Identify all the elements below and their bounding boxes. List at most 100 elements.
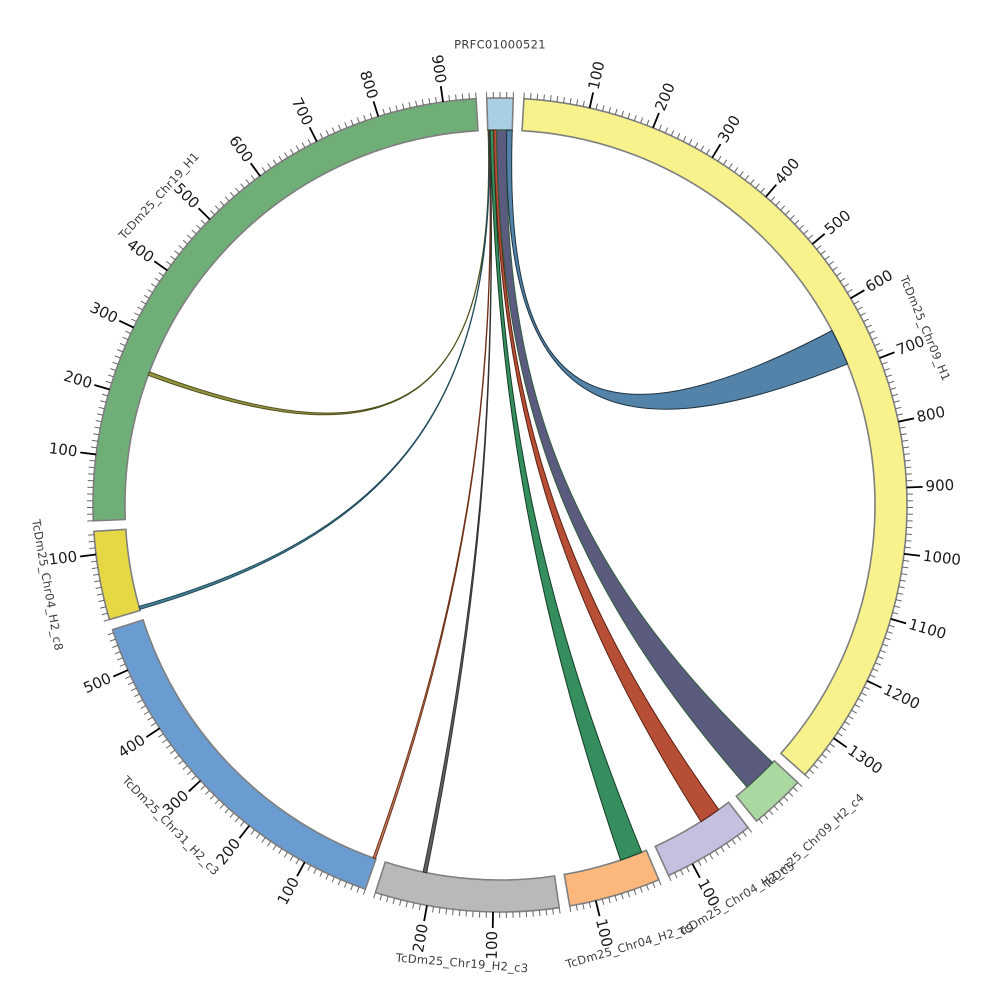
tick-label-TcDm25_Chr19_H1-100: 100 [48, 439, 79, 460]
minor-tick-TcDm25_Chr09_H1-30 [543, 94, 545, 101]
chord-PRFC01000521-to-TcDm25_Chr09_H1 [506, 129, 849, 410]
minor-tick-TcDm25_Chr31_H2_c3-470 [130, 687, 137, 692]
minor-tick-TcDm25_Chr19_H2_c3-270 [379, 894, 383, 901]
minor-tick-TcDm25_Chr04_H2_c5-120 [680, 869, 684, 876]
minor-tick-TcDm25_Chr19_H1-190 [101, 393, 109, 397]
minor-tick-TcDm25_Chr09_H1-770 [893, 400, 900, 403]
tick-label-TcDm25_Chr09_H1-600: 600 [862, 266, 896, 296]
minor-tick-TcDm25_Chr31_H2_c3-140 [278, 848, 283, 854]
minor-tick-TcDm25_Chr04_H2_c5-30 [731, 839, 736, 845]
minor-tick-TcDm25_Chr31_H2_c3-190 [250, 829, 255, 835]
minor-tick-TcDm25_Chr09_H1-70 [569, 98, 572, 105]
minor-tick-TcDm25_Chr19_H1-690 [307, 139, 312, 145]
minor-tick-TcDm25_Chr04_H2_c8-70 [92, 573, 100, 576]
minor-tick-TcDm25_Chr04_H2_c8-90 [90, 560, 97, 563]
minor-tick-TcDm25_Chr09_H1-50 [556, 95, 559, 103]
minor-tick-TcDm25_Chr19_H1-790 [369, 112, 373, 119]
minor-tick-TcDm25_Chr04_H2_c9-70 [614, 895, 618, 902]
minor-tick-TcDm25_Chr19_H1-930 [461, 93, 464, 100]
minor-tick-TcDm25_Chr09_H1-390 [760, 187, 765, 193]
minor-tick-TcDm25_Chr31_H2_c3-510 [119, 663, 126, 667]
minor-tick-TcDm25_Chr19_H2_c3-30 [538, 910, 541, 917]
minor-tick-TcDm25_Chr19_H2_c3-0 [558, 907, 561, 914]
minor-tick-TcDm25_Chr19_H2_c3-230 [405, 901, 408, 908]
major-tick-TcDm25_Chr19_H1-400 [153, 260, 168, 272]
minor-tick-TcDm25_Chr19_H2_c3-150 [458, 909, 461, 917]
minor-tick-TcDm25_Chr09_H1-440 [785, 210, 790, 216]
segment-label-TcDm25_Chr09_H1: TcDm25_Chr09_H1 [897, 273, 954, 383]
minor-tick-TcDm25_Chr19_H1-840 [401, 103, 405, 110]
minor-tick-TcDm25_Chr04_H2_c8-10 [101, 612, 108, 616]
major-tick-TcDm25_Chr31_H2_c3-200 [238, 825, 251, 839]
minor-tick-TcDm25_Chr31_H2_c3-550 [109, 638, 116, 642]
tick-label-TcDm25_Chr09_H1-1100: 1100 [907, 615, 949, 643]
minor-tick-TcDm25_Chr19_H1-770 [356, 117, 360, 124]
minor-tick-TcDm25_Chr09_H1-540 [828, 261, 834, 266]
minor-tick-TcDm25_Chr09_H1-220 [664, 127, 669, 134]
minor-tick-TcDm25_Chr19_H1-760 [350, 119, 354, 126]
minor-tick-TcDm25_Chr19_H1-490 [200, 219, 206, 225]
minor-tick-TcDm25_Chr09_H1-570 [839, 277, 846, 282]
minor-tick-TcDm25_Chr09_H1-740 [888, 380, 895, 384]
minor-tick-TcDm25_Chr19_H1-330 [137, 306, 144, 311]
minor-tick-TcDm25_Chr09_H1-520 [820, 250, 826, 255]
minor-tick-TcDm25_Chr09_H1-1330 [821, 753, 827, 759]
minor-tick-TcDm25_Chr09_H1-610 [853, 300, 860, 305]
minor-tick-TcDm25_Chr31_H2_c3-240 [224, 808, 230, 814]
minor-tick-TcDm25_Chr19_H1-520 [214, 205, 220, 211]
minor-tick-TcDm25_Chr19_H1-910 [448, 95, 451, 102]
minor-tick-TcDm25_Chr19_H2_c3-180 [438, 907, 441, 914]
minor-tick-TcDm25_Chr09_H1-140 [614, 108, 618, 115]
major-tick-TcDm25_Chr09_H1-300 [711, 143, 722, 159]
minor-tick-TcDm25_Chr04_H2_c8-120 [88, 540, 95, 543]
minor-tick-TcDm25_Chr19_H1-470 [191, 229, 197, 235]
major-tick-TcDm25_Chr19_H1-200 [94, 384, 110, 391]
minor-tick-TcDm25_Chr19_H2_c3-210 [418, 904, 421, 911]
minor-tick-TcDm25_Chr31_H2_c3-130 [283, 851, 288, 858]
minor-tick-TcDm25_Chr09_H1-1320 [825, 748, 831, 753]
minor-tick-TcDm25_Chr09_H1-460 [794, 219, 800, 225]
tick-label-TcDm25_Chr09_H1-800: 800 [915, 403, 947, 426]
minor-tick-TcDm25_Chr09_H1-1240 [854, 703, 861, 708]
minor-tick-TcDm25_Chr09_H2_c4-80 [758, 818, 764, 824]
minor-tick-TcDm25_Chr19_H1-670 [295, 145, 300, 152]
minor-tick-TcDm25_Chr09_H1-20 [536, 93, 539, 100]
minor-tick-TcDm25_Chr09_H1-670 [871, 336, 878, 341]
minor-tick-TcDm25_Chr09_H1-560 [836, 272, 842, 277]
minor-tick-TcDm25_Chr31_H2_c3-370 [165, 744, 172, 749]
minor-tick-TcDm25_Chr09_H1-1090 [892, 611, 899, 615]
minor-tick-TcDm25_Chr31_H2_c3-120 [289, 855, 294, 861]
major-tick-TcDm25_Chr19_H1-100 [80, 451, 97, 456]
minor-tick-TcDm25_Chr31_H2_c3-380 [162, 738, 168, 744]
minor-tick-TcDm25_Chr19_H1-120 [92, 439, 99, 442]
tick-label-TcDm25_Chr09_H1-100: 100 [585, 59, 609, 91]
major-tick-TcDm25_Chr09_H1-800 [898, 417, 915, 423]
chord-PRFC01000521-to-TcDm25_Chr31_H2_c3 [372, 129, 492, 860]
segment-arc-TcDm25_Chr19_H2_c3 [374, 861, 561, 913]
minor-tick-TcDm25_Chr09_H1-130 [608, 106, 612, 113]
minor-tick-TcDm25_Chr09_H1-860 [904, 459, 911, 462]
minor-tick-TcDm25_Chr09_H1-170 [633, 114, 637, 121]
minor-tick-TcDm25_Chr04_H2_c9-10 [652, 882, 656, 889]
minor-tick-TcDm25_Chr19_H2_c3-190 [432, 906, 435, 913]
minor-tick-TcDm25_Chr31_H2_c3-450 [137, 699, 143, 704]
minor-tick-TcDm25_Chr09_H1-1370 [804, 774, 810, 780]
minor-tick-TcDm25_Chr19_H1-80 [88, 466, 95, 469]
tick-label-TcDm25_Chr09_H1-1300: 1300 [844, 741, 886, 778]
minor-tick-TcDm25_Chr19_H1-780 [363, 114, 367, 121]
minor-tick-TcDm25_Chr09_H1-580 [843, 283, 850, 288]
minor-tick-TcDm25_Chr19_H1-310 [131, 318, 137, 323]
minor-tick-TcDm25_Chr09_H1-370 [750, 179, 755, 185]
minor-tick-TcDm25_Chr19_H1-510 [210, 210, 215, 216]
chord-PRFC01000521-to-TcDm25_Chr04_H2_c9 [489, 129, 643, 861]
minor-tick-TcDm25_Chr19_H1-140 [94, 426, 101, 429]
minor-tick-TcDm25_Chr09_H1-470 [798, 224, 804, 230]
minor-tick-TcDm25_Chr04_H2_c8-20 [99, 606, 107, 609]
minor-tick-TcDm25_Chr09_H1-280 [700, 145, 705, 152]
minor-tick-TcDm25_Chr09_H1-1220 [860, 692, 867, 696]
minor-tick-TcDm25_Chr19_H1-720 [325, 130, 330, 136]
minor-tick-TcDm25_Chr09_H1-530 [824, 255, 830, 261]
minor-tick-TcDm25_Chr19_H1-460 [187, 234, 193, 240]
minor-tick-TcDm25_Chr19_H1-410 [166, 261, 172, 266]
